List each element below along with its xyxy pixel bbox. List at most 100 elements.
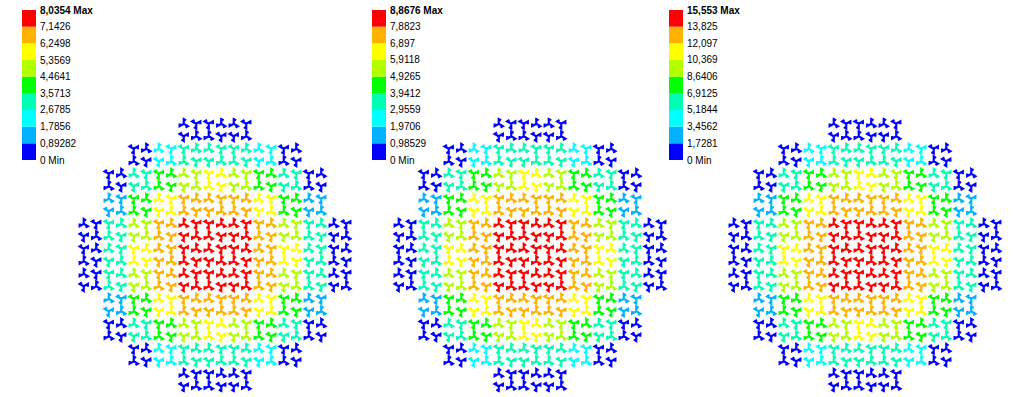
lattice-cell [255,169,276,191]
lattice-cell [105,244,126,266]
lattice-cell [470,219,491,241]
lattice-cell [205,219,226,241]
lattice-cell [230,244,251,266]
color-band [669,110,683,127]
lattice-cell [620,294,641,316]
lattice-cell [880,144,901,166]
color-band [22,60,36,77]
color-bar-label: 3,4562 [687,121,718,132]
color-bar-label: 8,8676 Max [390,5,443,16]
color-band [669,77,683,94]
lattice-cell [755,219,776,241]
lattice-cell [470,319,491,341]
color-bar-label: 12,097 [687,38,718,49]
color-band [372,93,386,110]
lattice-cell [280,194,301,216]
lattice-cell [905,244,926,266]
color-bar-label: 4,4641 [40,71,71,82]
lattice-cell [930,169,951,191]
lattice-cell [905,219,926,241]
color-bar-label: 5,3569 [40,55,71,66]
lattice-cell [880,294,901,316]
lattice-cell [155,294,176,316]
lattice-cell [855,294,876,316]
lattice-cell [180,269,201,291]
lattice-cell [520,294,541,316]
lattice-cell [230,219,251,241]
lattice-cell [520,169,541,191]
lattice-cell [420,269,441,291]
lattice-cell [470,169,491,191]
lattice-cell [595,169,616,191]
lattice-cell [855,169,876,191]
lattice-cell [305,194,326,216]
lattice-cell [880,169,901,191]
lattice-cell [805,169,826,191]
lattice-cell [805,319,826,341]
color-bar-label: 0,98529 [390,138,427,149]
lattice-cell [280,169,301,191]
color-bar-label: 0 Min [40,155,64,166]
panel: 0 Min0,985291,97062,95593,94124,92655,91… [372,5,665,392]
lattice-cell [420,294,441,316]
lattice-cell [595,269,616,291]
lattice-cell [180,244,201,266]
lattice-cell [180,219,201,241]
lattice-cell [545,219,566,241]
lattice-cell [205,194,226,216]
color-band [372,110,386,127]
lattice-cell [180,144,201,166]
lattice-cell [930,219,951,241]
lattice-cell [545,194,566,216]
lattice-cell [280,319,301,341]
lattice-cell [855,344,876,366]
lattice-cell [880,344,901,366]
color-bar-label: 1,7281 [687,138,718,149]
lattice-cell [570,294,591,316]
lattice-cell [305,244,326,266]
lattice-cell [855,269,876,291]
figure: 0 Min0,892821,78562,67853,57134,46415,35… [0,0,1024,397]
color-bar-label: 13,825 [687,21,718,32]
lattice-cell [570,169,591,191]
lattice-cell [805,244,826,266]
lattice-cell [130,244,151,266]
lattice-cell [620,194,641,216]
lattice-cell [130,144,151,166]
lattice-cell [420,319,441,341]
lattice-cell [205,244,226,266]
color-bar-label: 6,897 [390,38,415,49]
lattice-cell [445,219,466,241]
lattice-cell [230,144,251,166]
lattice-cell [495,169,516,191]
color-bar-label: 2,6785 [40,104,71,115]
lattice-cell [755,269,776,291]
lattice-cell [495,319,516,341]
lattice-cell [805,344,826,366]
lattice-cell [855,319,876,341]
lattice-cell [470,194,491,216]
color-band [669,93,683,110]
lattice-cell [755,244,776,266]
lattice-cell [980,269,1001,291]
color-band [22,77,36,94]
color-band [372,27,386,44]
lattice-cell [830,219,851,241]
lattice-cell [755,294,776,316]
lattice-cell [595,244,616,266]
lattice-cell [255,144,276,166]
lattice-cell [230,344,251,366]
lattice-cell [570,344,591,366]
color-bar-label: 4,9265 [390,71,421,82]
panel: 0 Min1,72813,45625,18446,91258,640610,36… [669,5,1000,392]
lattice-cell [955,169,976,191]
color-band [22,10,36,27]
lattice-cell [830,244,851,266]
lattice-cell [105,319,126,341]
lattice-cell [730,244,751,266]
lattice-cell [105,194,126,216]
lattice-cell [255,244,276,266]
lattice-cell [395,219,416,241]
lattice-cell [780,269,801,291]
lattice-cell [495,119,516,141]
